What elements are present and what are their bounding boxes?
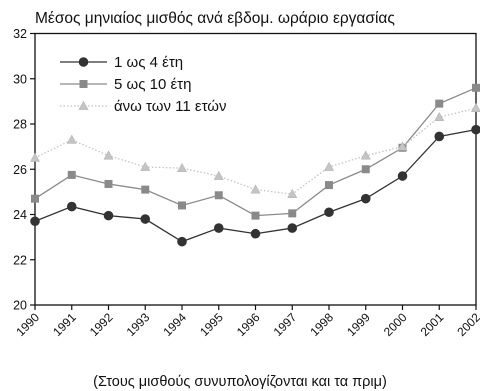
y-tick-label: 32	[13, 27, 27, 41]
chart-title: Μέσος μηνιαίος μισθός ανά εβδομ. ωράριο …	[35, 10, 395, 27]
data-point	[288, 209, 297, 218]
x-tick-label: 1993	[124, 310, 153, 339]
y-tick-label: 26	[13, 163, 27, 177]
data-point	[178, 201, 186, 210]
data-point	[103, 150, 114, 160]
data-point	[397, 141, 408, 151]
data-point	[31, 194, 39, 203]
x-tick-label: 2001	[418, 310, 447, 339]
data-point	[213, 223, 224, 233]
y-tick-label: 30	[13, 72, 27, 86]
data-point	[435, 99, 444, 108]
data-point	[29, 152, 41, 162]
x-tick-label: 1996	[234, 310, 263, 339]
x-tick-label: 1990	[13, 310, 42, 339]
y-tick-label: 20	[13, 299, 27, 313]
data-point	[397, 171, 408, 181]
data-point	[251, 211, 260, 220]
data-point	[250, 228, 261, 239]
data-point	[323, 161, 335, 171]
series-3	[29, 102, 480, 198]
y-tick-label: 24	[13, 208, 27, 222]
legend-marker	[79, 80, 88, 88]
data-point	[471, 124, 480, 135]
data-point	[104, 179, 113, 188]
data-point	[470, 102, 480, 113]
data-point	[177, 236, 187, 247]
data-point	[287, 223, 298, 233]
x-tick-label: 1994	[160, 310, 189, 339]
x-tick-label: 1997	[271, 310, 300, 339]
data-point	[287, 188, 298, 198]
x-tick-label: 1992	[87, 310, 116, 339]
series-line	[34, 107, 477, 195]
data-point	[67, 170, 76, 179]
x-tick-label: 2000	[381, 310, 410, 339]
data-point	[250, 184, 261, 194]
x-tick-label: 1991	[50, 310, 79, 339]
data-point	[141, 185, 150, 194]
data-point	[360, 150, 371, 160]
y-axis: 20 22 24 26 28 30 32	[13, 27, 35, 313]
legend-label: 1 ως 4 έτη	[114, 54, 183, 71]
series-line	[34, 87, 477, 217]
plot-frame	[34, 32, 477, 306]
data-point	[66, 201, 77, 212]
x-tick-label: 1999	[344, 310, 373, 339]
legend-item: 1 ως 4 έτη	[60, 54, 183, 71]
data-point	[472, 83, 480, 92]
chart-caption: (Στους μισθούς συνυπολογίζονται και τα π…	[93, 374, 387, 390]
y-tick-label: 28	[13, 118, 27, 132]
data-point	[360, 193, 371, 204]
legend-marker	[78, 100, 89, 110]
x-tick-label: 1998	[307, 310, 336, 339]
data-point	[434, 111, 445, 122]
data-point	[434, 131, 445, 142]
data-point	[140, 214, 151, 224]
legend-label: άνω των 11 ετών	[114, 98, 227, 115]
data-point	[324, 207, 334, 218]
legend-item: 5 ως 10 έτη	[60, 76, 191, 93]
data-point	[361, 165, 370, 174]
series-layer	[29, 83, 480, 247]
x-tick-label: 1995	[197, 310, 226, 339]
x-tick-label: 2002	[454, 310, 480, 339]
data-point	[140, 161, 151, 171]
data-point	[103, 210, 114, 221]
data-point	[30, 216, 40, 227]
y-tick-label: 22	[13, 253, 27, 267]
series-1	[30, 124, 480, 247]
legend-item: άνω των 11 ετών	[60, 98, 227, 115]
legend-label: 5 ως 10 έτη	[114, 76, 191, 93]
data-point	[214, 191, 223, 200]
data-point	[213, 170, 224, 180]
legend: 1 ως 4 έτη 5 ως 10 έτη άνω των 11 ετών	[60, 54, 227, 115]
legend-marker	[78, 57, 89, 67]
data-point	[176, 162, 188, 172]
data-point	[325, 181, 333, 190]
data-point	[66, 134, 77, 144]
x-axis: 1990 1991 1992 1993 1994 1995 1996 1997 1998 1999…	[13, 305, 480, 339]
